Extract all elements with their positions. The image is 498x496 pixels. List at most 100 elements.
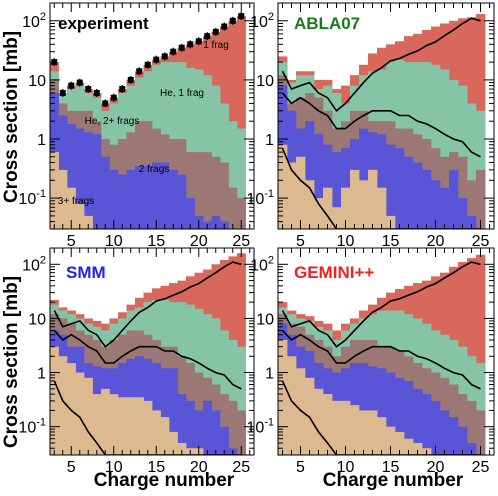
bin-two-frags [467,442,477,455]
bin-two-frags [413,388,423,455]
bin-three-plus [109,394,119,455]
bin-three-plus [135,397,144,455]
data-point [68,82,75,89]
panel-title: SMM [66,263,106,282]
bin-three-plus [152,410,161,455]
x-tick-label: 15 [147,459,165,476]
bin-two-frags [431,400,441,455]
y-tick-label: 10 [256,73,274,90]
y-axis-label-bottom: Cross section [mb] [1,276,22,448]
panel-1: 5 10 15 20 25 10-1 1 10 102 experiment 1 frag He, 1… [18,2,255,250]
plot-area [50,253,246,455]
bin-two-frags [101,156,110,229]
annotation-he-two-plus: He, 2+ frags [85,116,140,127]
bin-three-plus [350,169,360,229]
x-tick-label: 15 [382,459,400,476]
bin-three-plus [404,438,414,455]
y-tick-label: 10-1 [246,188,274,208]
bin-he-one-frag [228,339,238,455]
y-tick-label: 1 [265,132,274,149]
bin-two-frags [169,169,178,229]
data-point [212,28,219,35]
bin-he-two-plus [186,152,195,229]
y-tick-label: 10-1 [246,417,274,437]
y-tick-label: 10 [256,311,274,328]
bin-he-two-plus [220,394,229,455]
x-tick-label: 25 [232,233,250,250]
panel-title: ABLA07 [294,14,360,33]
bin-two-frags [160,368,170,455]
bin-two-frags [449,417,459,455]
bin-two-frags [386,372,396,455]
x-axis-label-left: Charge number [94,470,235,491]
bin-two-frags [211,410,221,455]
x-tick-label: 5 [296,233,305,250]
bin-he-two-plus [237,198,246,229]
annotation-one-frag: 1 frag [203,40,229,51]
bin-two-frags [160,162,170,229]
bin-two-frags [75,128,85,229]
data-point [204,33,211,40]
data-point [127,76,134,83]
reference-line [53,380,242,455]
bin-two-frags [305,121,315,229]
bin-he-one-frag [476,363,486,455]
bin-two-frags [126,169,136,229]
bin-three-plus [359,410,369,455]
bin-three-plus [177,442,187,455]
bin-three-plus [58,169,68,229]
x-tick-label: 5 [67,233,76,250]
bin-he-one-frag [476,110,486,229]
bin-he-two-plus [458,156,468,229]
bin-he-one-frag [220,330,229,455]
bin-he-one-frag [186,67,195,229]
annotation-two-frags: 2 frags [139,164,170,175]
bin-three-plus [143,400,153,455]
bin-two-frags [467,215,477,229]
bin-two-frags [186,400,195,455]
bin-he-two-plus [228,400,238,455]
bin-three-plus [332,400,342,455]
plot-frame [277,2,495,230]
bin-three-plus [287,356,297,455]
bin-one-frag [237,16,246,229]
panel-title: GEMINI++ [294,263,374,282]
reference-line [281,261,481,348]
y-tick-label: 102 [250,254,274,274]
bin-he-two-plus [467,400,477,455]
data-point [221,23,228,30]
bin-two-frags [404,380,414,455]
bin-two-frags [314,134,324,229]
bin-three-plus [323,394,333,455]
annotation-three-plus: 3+ frags [58,196,94,207]
bin-he-two-plus [203,152,212,229]
panel-title: experiment [58,14,149,33]
bin-three-plus [413,442,423,455]
plot-frame [277,247,495,456]
plot-area [278,254,486,455]
bin-three-plus [386,426,396,455]
data-point [187,41,194,48]
bin-he-two-plus [476,169,486,229]
reference-line [281,92,481,158]
x-tick-label: 5 [67,459,76,476]
reference-line [281,380,481,455]
bin-one-frag [476,254,486,455]
bin-two-frags [395,148,405,229]
x-tick-label: 5 [296,459,305,476]
x-tick-label: 20 [427,459,445,476]
bin-two-frags [377,368,387,455]
data-point [93,90,100,97]
x-tick-label: 20 [427,233,445,250]
data-point [153,56,160,63]
bin-three-plus [118,397,127,455]
bin-two-frags [152,363,161,455]
bin-three-plus [359,180,369,229]
bin-three-plus [341,187,351,229]
bin-two-frags [169,368,178,455]
x-tick-label: 15 [147,233,165,250]
y-tick-label: 102 [250,11,274,31]
data-point [238,13,245,20]
bin-three-plus [278,339,288,455]
